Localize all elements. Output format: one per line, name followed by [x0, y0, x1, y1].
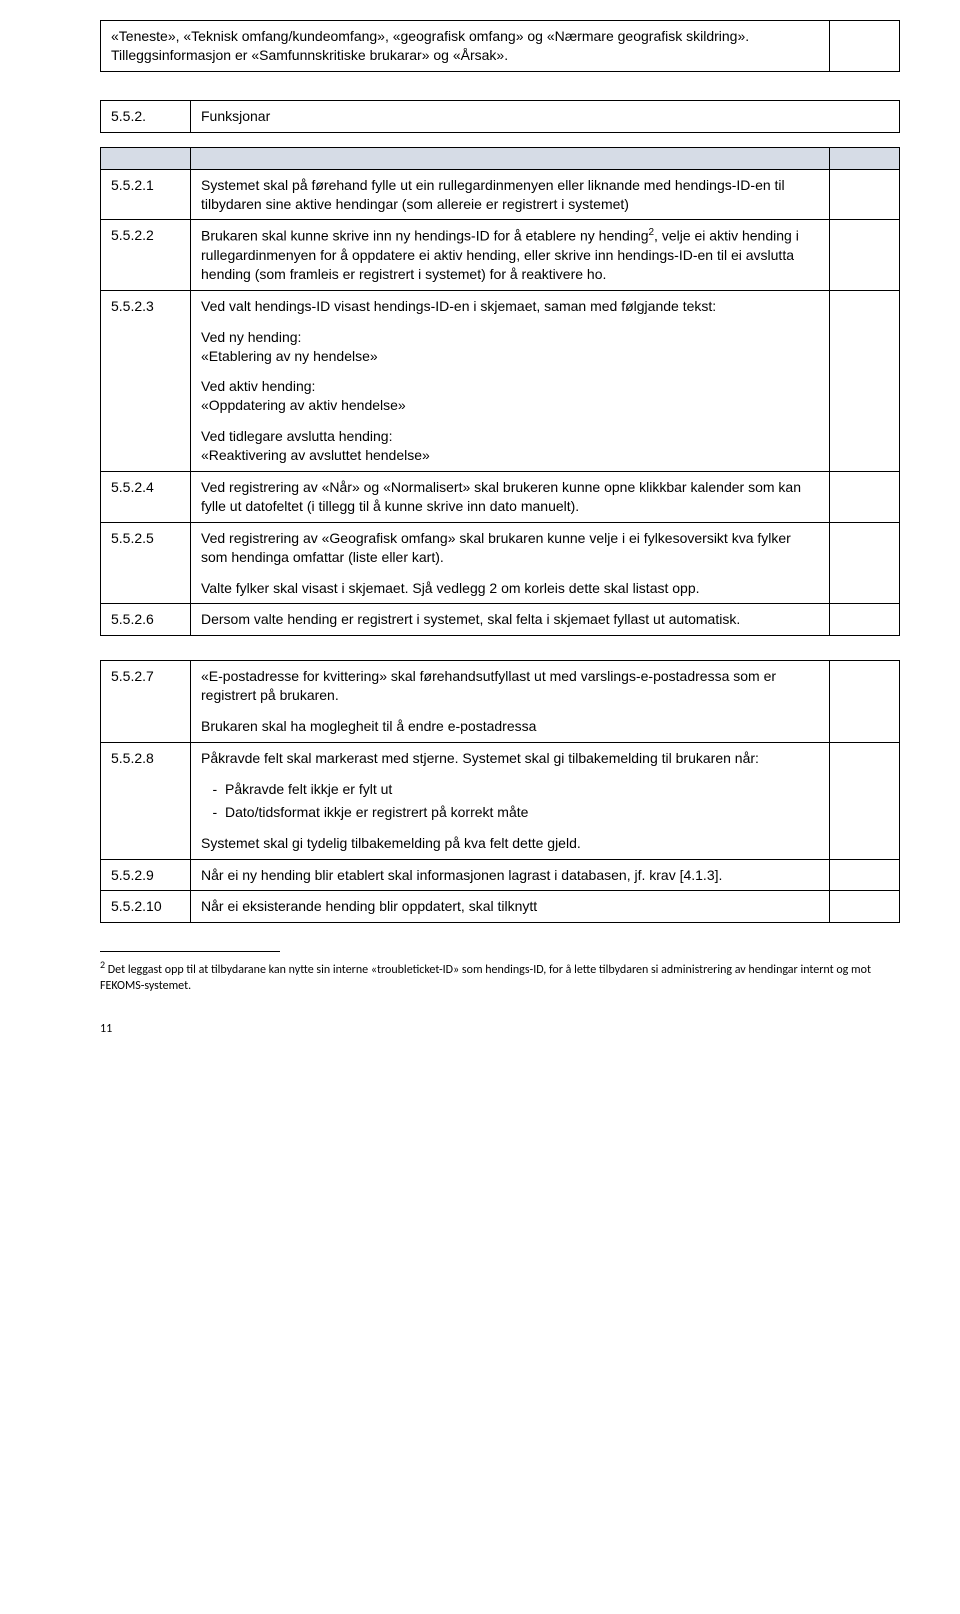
section-title: Funksjonar	[191, 100, 900, 132]
list-item: Dato/tidsformat ikkje er registrert på k…	[225, 803, 819, 822]
row-content: Ved registrering av «Når» og «Normaliser…	[191, 472, 830, 523]
row-content: Ved valt hendings-ID visast hendings-ID-…	[191, 290, 830, 471]
bullet-list: Påkravde felt ikkje er fylt ut Dato/tidsf…	[201, 780, 819, 822]
paragraph: Brukaren skal kunne skrive inn ny hendin…	[201, 226, 819, 283]
footnote: 2 Det leggast opp til at tilbydarane kan…	[100, 958, 900, 994]
table-row: 5.5.2.10 Når ei eksisterande hending blir…	[101, 891, 900, 923]
paragraph: Påkravde felt skal markerast med stjerne…	[201, 749, 819, 768]
requirements-table-1: 5.5.2.1 Systemet skal på førehand fylle u…	[100, 147, 900, 637]
page-container: «Teneste», «Teknisk omfang/kundeomfang»,…	[0, 0, 960, 1077]
table-row: 5.5.2.8 Påkravde felt skal markerast med …	[101, 743, 900, 860]
row-id: 5.5.2.6	[101, 604, 191, 636]
header-right-cell	[830, 147, 900, 169]
table-row: 5.5.2.3 Ved valt hendings-ID visast hendi…	[101, 290, 900, 471]
paragraph: Ved registrering av «Geografisk omfang» …	[201, 529, 819, 567]
row-right-cell	[830, 859, 900, 891]
footnote-separator	[100, 951, 280, 952]
row-content: Når ei ny hending blir etablert skal inf…	[191, 859, 830, 891]
row-content: Ved registrering av «Geografisk omfang» …	[191, 522, 830, 604]
paragraph: Ved tidlegare avslutta hending:«Reaktive…	[201, 427, 819, 465]
paragraph: Ved aktiv hending:«Oppdatering av aktiv …	[201, 377, 819, 415]
intro-text: «Teneste», «Teknisk omfang/kundeomfang»,…	[111, 28, 749, 63]
row-right-cell	[830, 290, 900, 471]
row-content: «E-postadresse for kvittering» skal føre…	[191, 661, 830, 743]
table-row: 5.5.2.7 «E-postadresse for kvittering» sk…	[101, 661, 900, 743]
row-right-cell	[830, 891, 900, 923]
row-id: 5.5.2.10	[101, 891, 191, 923]
paragraph: Brukaren skal ha moglegheit til å endre …	[201, 717, 819, 736]
row-content: Systemet skal på førehand fylle ut ein r…	[191, 169, 830, 220]
table-row: 5.5.2.1 Systemet skal på førehand fylle u…	[101, 169, 900, 220]
table-row: 5.5.2.6 Dersom valte hending er registrer…	[101, 604, 900, 636]
row-content: Dersom valte hending er registrert i sys…	[191, 604, 830, 636]
row-right-cell	[830, 472, 900, 523]
header-num-cell	[101, 147, 191, 169]
footnote-text: Det leggast opp til at tilbydarane kan n…	[100, 963, 871, 993]
row-id: 5.5.2.8	[101, 743, 191, 860]
table-row: 5.5.2.4 Ved registrering av «Når» og «Nor…	[101, 472, 900, 523]
paragraph: «E-postadresse for kvittering» skal føre…	[201, 667, 819, 705]
row-id: 5.5.2.9	[101, 859, 191, 891]
row-content: Når ei eksisterande hending blir oppdate…	[191, 891, 830, 923]
paragraph: Når ei ny hending blir etablert skal inf…	[201, 866, 819, 885]
row-right-cell	[830, 661, 900, 743]
page-number: 11	[100, 1021, 900, 1037]
header-text-cell	[191, 147, 830, 169]
paragraph: Valte fylker skal visast i skjemaet. Sjå…	[201, 579, 819, 598]
row-id: 5.5.2.1	[101, 169, 191, 220]
intro-table: «Teneste», «Teknisk omfang/kundeomfang»,…	[100, 20, 900, 72]
footnote-marker: 2	[100, 958, 105, 971]
row-id: 5.5.2.4	[101, 472, 191, 523]
row-content: Brukaren skal kunne skrive inn ny hendin…	[191, 220, 830, 290]
paragraph: Ved valt hendings-ID visast hendings-ID-…	[201, 297, 819, 316]
paragraph: Ved ny hending:«Etablering av ny hendels…	[201, 328, 819, 366]
row-content: Påkravde felt skal markerast med stjerne…	[191, 743, 830, 860]
requirements-table-2: 5.5.2.7 «E-postadresse for kvittering» sk…	[100, 660, 900, 923]
paragraph: Dersom valte hending er registrert i sys…	[201, 610, 819, 629]
table-row: 5.5.2.9 Når ei ny hending blir etablert s…	[101, 859, 900, 891]
paragraph: Systemet skal på førehand fylle ut ein r…	[201, 176, 819, 214]
row-id: 5.5.2.5	[101, 522, 191, 604]
intro-row: «Teneste», «Teknisk omfang/kundeomfang»,…	[101, 21, 900, 72]
row-id: 5.5.2.7	[101, 661, 191, 743]
paragraph: Systemet skal gi tydelig tilbakemelding …	[201, 834, 819, 853]
row-right-cell	[830, 743, 900, 860]
row-id: 5.5.2.2	[101, 220, 191, 290]
paragraph: Ved registrering av «Når» og «Normaliser…	[201, 478, 819, 516]
paragraph: Når ei eksisterande hending blir oppdate…	[201, 897, 819, 916]
intro-text-cell: «Teneste», «Teknisk omfang/kundeomfang»,…	[101, 21, 830, 72]
section-heading: 5.5.2. Funksjonar	[100, 100, 900, 133]
table-row: 5.5.2.5 Ved registrering av «Geografisk o…	[101, 522, 900, 604]
row-right-cell	[830, 220, 900, 290]
table-row: 5.5.2.2Brukaren skal kunne skrive inn ny…	[101, 220, 900, 290]
table-header-row	[101, 147, 900, 169]
list-item: Påkravde felt ikkje er fylt ut	[225, 780, 819, 799]
row-right-cell	[830, 522, 900, 604]
row-id: 5.5.2.3	[101, 290, 191, 471]
row-right-cell	[830, 169, 900, 220]
intro-empty-cell	[830, 21, 900, 72]
row-right-cell	[830, 604, 900, 636]
section-number: 5.5.2.	[101, 100, 191, 132]
